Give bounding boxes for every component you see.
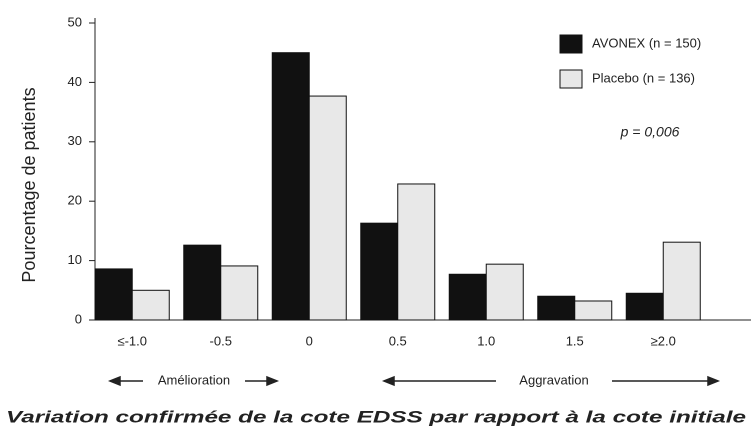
- worsening-label: Aggravation: [519, 372, 588, 387]
- legend-swatch: [559, 34, 583, 54]
- bar: [537, 295, 576, 321]
- bar: [574, 300, 613, 321]
- y-tick-label: 30: [68, 133, 82, 148]
- bar: [397, 183, 436, 321]
- bar: [485, 263, 524, 321]
- bar: [94, 268, 133, 321]
- bar: [662, 241, 701, 321]
- y-tick-label: 20: [68, 193, 82, 208]
- bar: [220, 265, 259, 321]
- arrows: [107, 375, 721, 387]
- improvement-label: Amélioration: [158, 372, 230, 387]
- y-axis-label: Pourcentage de patients: [19, 87, 39, 282]
- y-tick-label: 50: [68, 14, 82, 29]
- y-tick-label: 0: [75, 311, 82, 326]
- bar: [308, 95, 347, 321]
- p-value: p = 0,006: [620, 124, 680, 140]
- legend-label: AVONEX (n = 150): [592, 35, 701, 50]
- x-tick-label: -0.5: [210, 333, 232, 348]
- x-tick-label: ≥2.0: [651, 333, 676, 348]
- bar: [183, 244, 222, 321]
- bar: [131, 289, 170, 321]
- x-tick-label: 1.5: [566, 333, 584, 348]
- y-tick-label: 10: [68, 252, 82, 267]
- y-tick-label: 40: [68, 74, 82, 89]
- legend-swatch: [559, 69, 583, 89]
- x-tick-label: 1.0: [477, 333, 495, 348]
- x-tick-label: ≤-1.0: [117, 333, 147, 348]
- legend-label: Placebo (n = 136): [592, 70, 695, 85]
- bar: [360, 222, 399, 321]
- bar: [271, 52, 310, 321]
- x-tick-label: 0.5: [389, 333, 407, 348]
- bar: [625, 292, 664, 321]
- bar: [448, 273, 487, 321]
- x-tick-label: 0: [306, 333, 313, 348]
- x-axis-label: Variation confirmée de la cote EDSS par …: [6, 407, 746, 426]
